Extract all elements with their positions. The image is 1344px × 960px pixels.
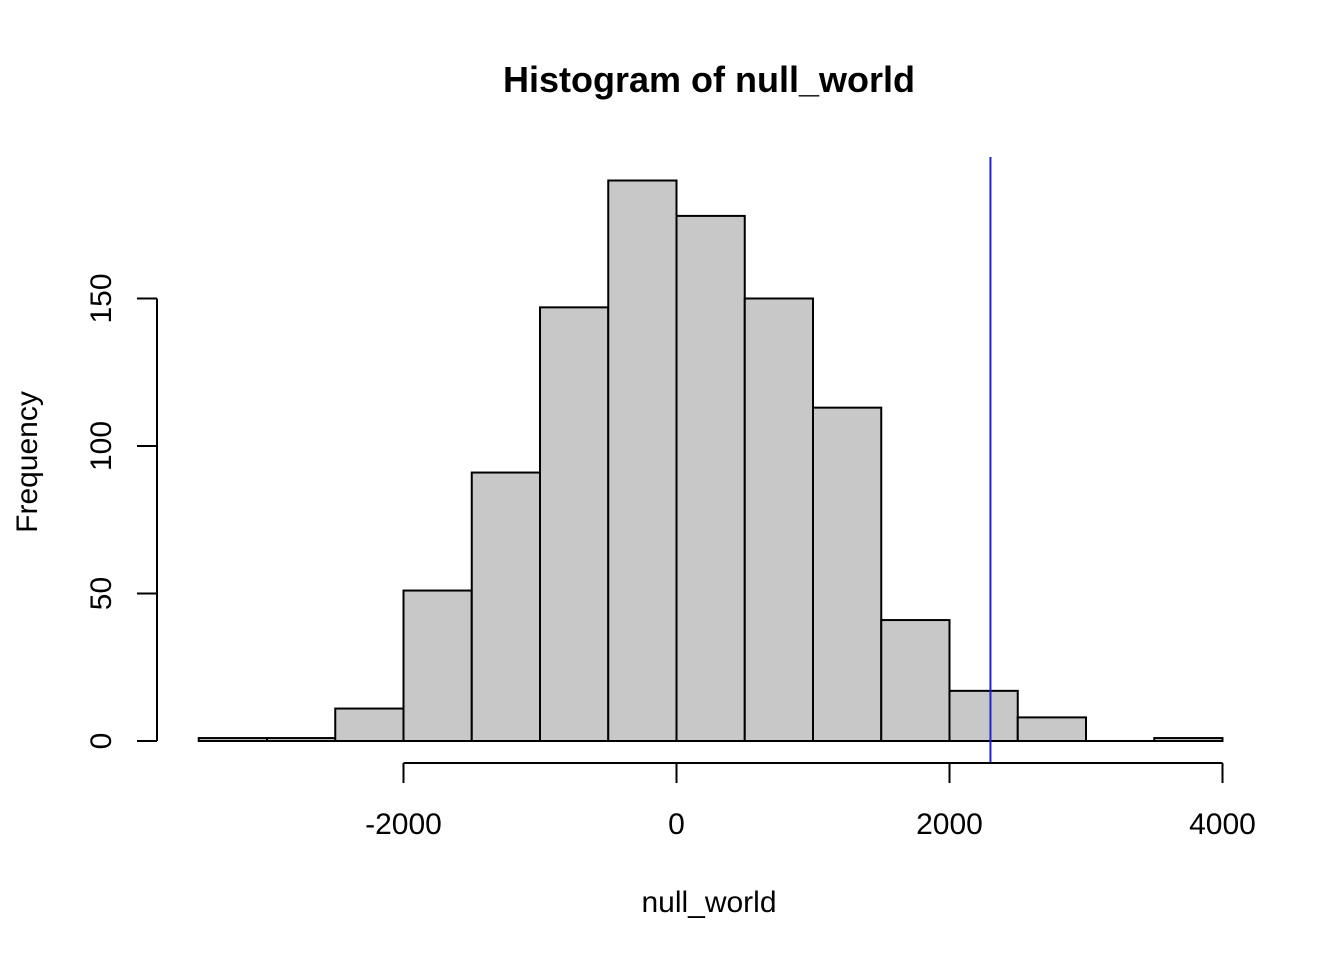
y-tick-label: 50 — [85, 577, 118, 610]
y-tick-label: 0 — [85, 733, 118, 750]
y-tick-label: 100 — [85, 421, 118, 471]
x-axis-label: null_world — [641, 886, 776, 919]
histogram-bar — [266, 737, 337, 742]
histogram-bar — [470, 471, 541, 742]
histogram-bar — [948, 689, 1019, 742]
x-tick-label: 4000 — [1189, 808, 1256, 841]
histogram-bar — [1153, 737, 1224, 742]
histogram-bar — [607, 179, 678, 742]
histogram-bar — [334, 707, 405, 742]
chart-title: Histogram of null_world — [503, 59, 915, 100]
histogram-bar — [1016, 716, 1087, 743]
x-tick-label: 0 — [668, 808, 685, 841]
histogram-bar — [402, 589, 473, 742]
histogram-bar — [539, 306, 610, 742]
y-axis-label: Frequency — [11, 391, 44, 533]
y-tick-label: 150 — [85, 273, 118, 323]
x-tick-label: 2000 — [916, 808, 983, 841]
x-tick-label: -2000 — [365, 808, 442, 841]
bars-group — [197, 179, 1224, 743]
x-axis: -2000 0 2000 4000 — [365, 762, 1256, 841]
histogram-bar — [675, 214, 746, 742]
histogram-bar — [812, 406, 883, 742]
histogram-bar — [197, 737, 268, 742]
histogram-bar — [743, 297, 814, 742]
y-axis: 0 50 100 150 — [85, 273, 158, 750]
histogram-bar — [880, 619, 951, 742]
